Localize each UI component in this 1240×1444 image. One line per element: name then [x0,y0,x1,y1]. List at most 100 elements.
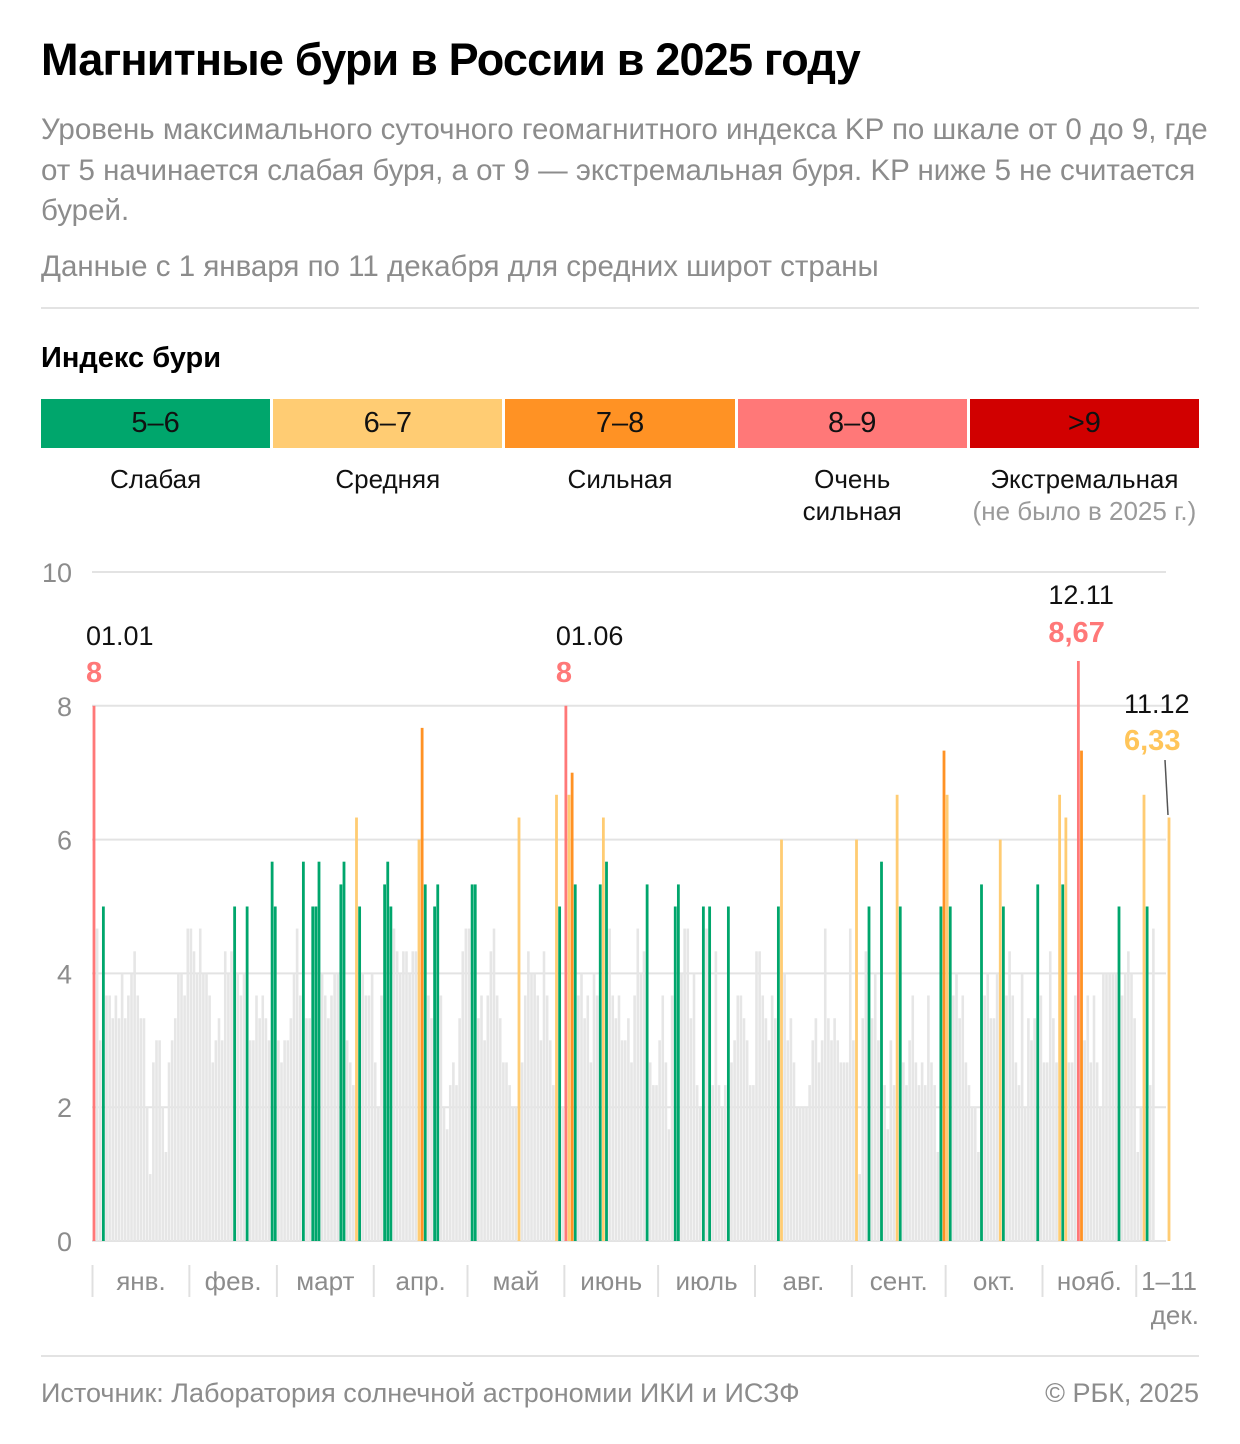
bar-storm [389,906,393,1241]
bar-day [208,995,211,1241]
bar-day [1052,1018,1055,1241]
bar-day [783,973,786,1241]
bar-day [395,951,399,1241]
bar-storm [92,705,96,1241]
bar-day [130,973,133,1241]
data-period-note: Данные с 1 января по 11 декабря для сред… [41,250,879,283]
bar-day [405,951,408,1241]
bar-day [767,1040,771,1241]
annotation-date: 12.11 [1048,580,1114,610]
page-subtitle: Уровень максимального суточного геомагни… [41,113,1208,227]
bar-storm [673,906,677,1241]
annotation-value: 8,67 [1048,617,1104,649]
bar-day [336,973,340,1241]
bar-day [655,1085,658,1241]
bar-day [348,1062,352,1241]
legend-item-very-strong: 8–9 Очень сильная [737,399,967,527]
bar-day [298,995,302,1241]
bar-day [464,928,468,1241]
bar-day [377,1107,380,1241]
bar-day [798,1107,802,1241]
bar-storm [314,906,318,1241]
bar-day [786,1040,790,1241]
bar-day [173,1018,177,1241]
bar-day [239,995,243,1241]
bar-storm [948,906,952,1241]
bar-day [330,995,333,1241]
bar-day [886,1129,890,1241]
legend-item-weak: 5–6 Слабая [41,399,271,527]
bar-day [658,1040,661,1241]
bar-day [458,1018,461,1241]
bar-storm [1142,794,1146,1241]
bar-day [664,1062,668,1241]
bar-storm [1064,817,1068,1241]
bar-day [848,928,852,1241]
bar-day [477,1018,480,1241]
bar-day [1139,1107,1143,1241]
bar-day [264,1018,268,1241]
bar-day [911,995,915,1241]
bar-day [1014,1062,1018,1241]
bar-day [820,1040,824,1241]
bar-day [792,1062,796,1241]
bar-day [877,1040,880,1241]
bar-day [236,973,240,1241]
month-label: июль [675,1266,737,1296]
bar-storm [867,906,871,1241]
bar-day [217,1018,221,1241]
bar-storm [980,884,983,1241]
bar-day [905,1085,908,1241]
bar-storm [855,839,858,1241]
bar-day [308,1018,311,1241]
bar-day [1127,951,1130,1241]
bar-day [280,1062,283,1241]
bar-day [445,1129,449,1241]
bar-storm [433,906,437,1241]
bar-day [364,995,368,1241]
bar-storm [1001,906,1005,1241]
bar-day [667,1129,671,1241]
bar-day [739,995,743,1241]
bar-storm [1076,660,1080,1241]
bar-day [830,1040,833,1241]
month-label: нояб. [1057,1266,1122,1296]
bar-day [764,1018,768,1241]
bar-day [108,995,111,1241]
bar-day [639,973,643,1241]
bar-storm [570,772,574,1241]
bar-day [498,1018,502,1241]
bar-day [327,1018,330,1241]
bar-day [1120,995,1124,1241]
bar-day [323,995,327,1241]
bar-day [902,1062,905,1241]
bar-day [286,1040,290,1241]
bar-storm [473,884,477,1241]
bar-day [161,1107,165,1241]
bar-storm [567,794,571,1241]
bar-storm [558,906,562,1241]
bar-day [1102,973,1105,1241]
bar-day [689,1018,693,1241]
bar-day [692,973,696,1241]
legend-swatch: 8–9 [737,399,967,448]
bar-day [192,951,196,1241]
bar-day [930,1062,933,1241]
annotation-value: 6,33 [1124,725,1180,757]
bar-storm [898,906,902,1241]
bar-storm [436,884,440,1241]
y-tick-label: 8 [57,692,72,722]
bar-day [589,1062,593,1241]
bar-storm [386,861,390,1241]
bar-day [889,1040,893,1241]
bar-day [167,1062,171,1241]
bar-day [577,995,580,1241]
bar-day [914,1062,918,1241]
legend-label: Экстремальная [990,464,1179,494]
bar-day [283,1040,286,1241]
bar-day [252,1040,255,1241]
bar-storm [273,906,277,1241]
bar-day [1083,1040,1086,1241]
bar-day [373,1062,377,1241]
bar-storm [301,861,305,1241]
